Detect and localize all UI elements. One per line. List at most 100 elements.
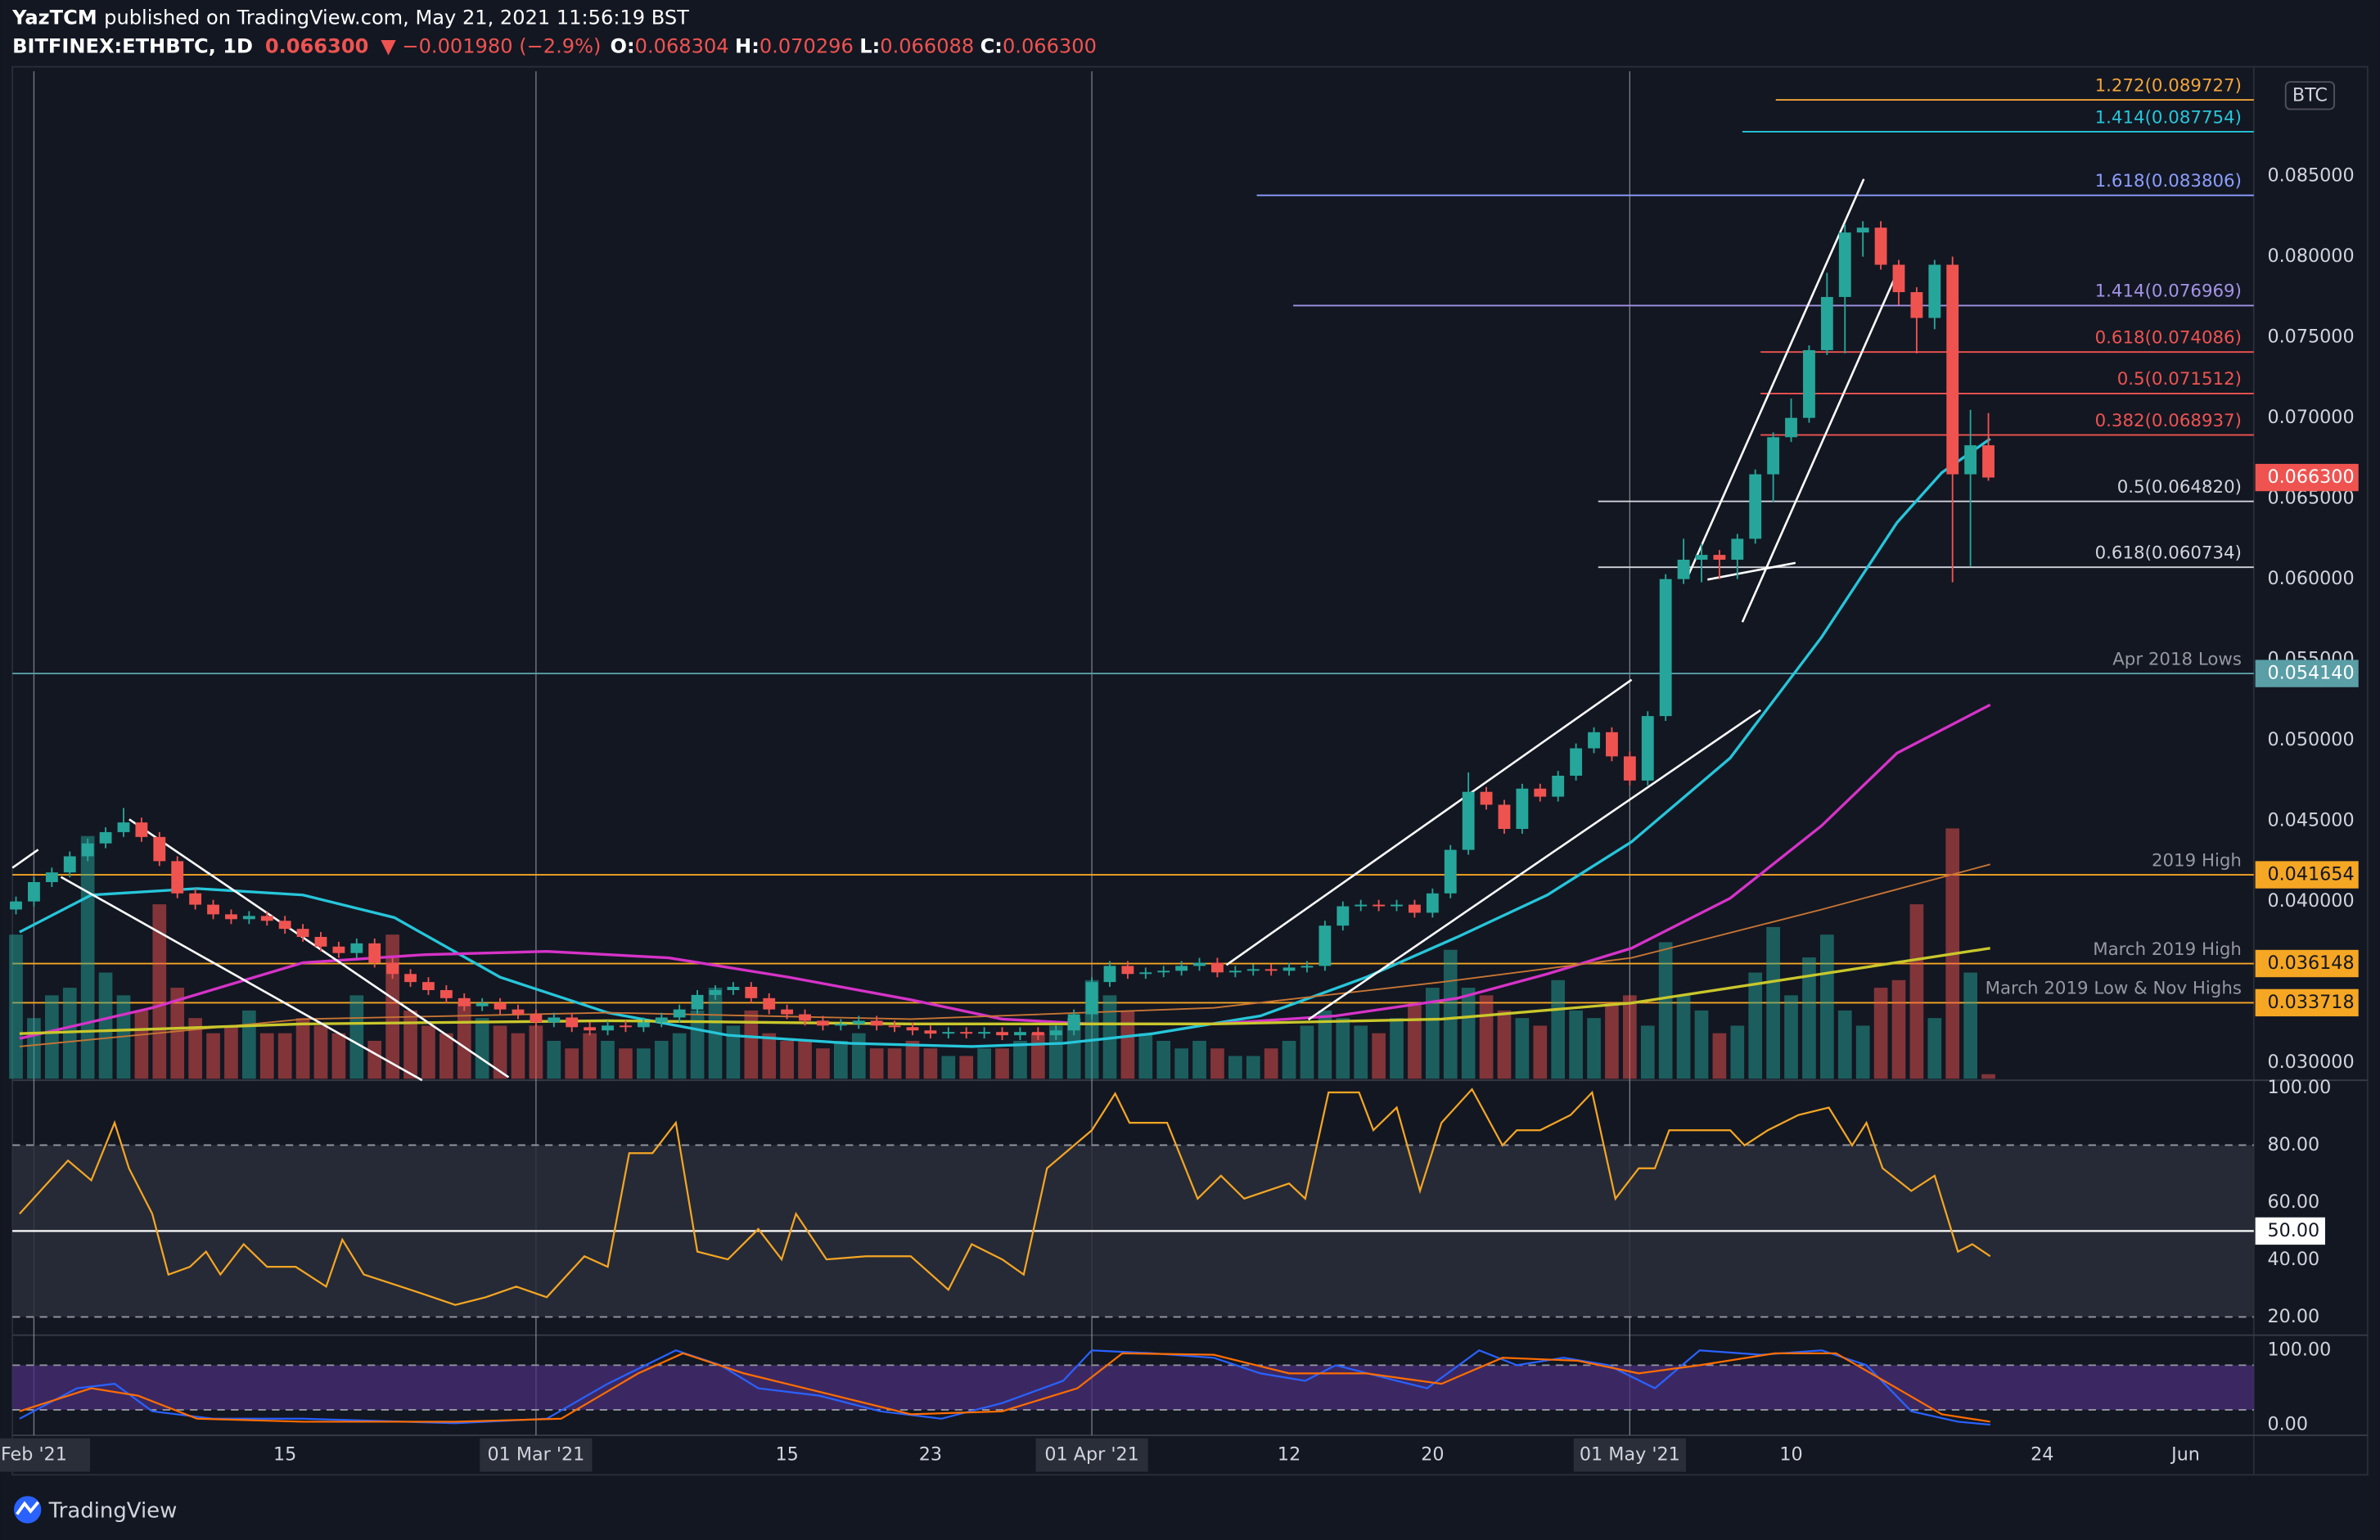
- candle-body: [1731, 538, 1744, 561]
- candle-body: [1121, 966, 1134, 975]
- volume-bar: [475, 1018, 489, 1079]
- volume-bar: [493, 1025, 507, 1079]
- y-tick-label: 80.00: [2267, 1134, 2319, 1155]
- level-axis-box: [2255, 660, 2359, 687]
- volume-bar: [1156, 1040, 1171, 1079]
- candle-body: [81, 843, 94, 857]
- candle-body: [242, 916, 255, 920]
- volume-bar: [1623, 995, 1637, 1079]
- candle-body: [1659, 579, 1672, 717]
- volume-bar: [1515, 1018, 1530, 1079]
- candle-body: [637, 1022, 650, 1028]
- last-price: 0.066300: [265, 34, 369, 57]
- volume-bar: [1551, 979, 1566, 1079]
- volume-bar: [421, 1025, 435, 1079]
- trend-line: [128, 818, 510, 1078]
- ohlc-value: 0.066088: [880, 34, 974, 57]
- volume-bar: [1587, 1018, 1601, 1079]
- candle-body: [225, 914, 237, 920]
- volume-bar: [349, 995, 364, 1079]
- candle-body: [207, 904, 219, 915]
- y-tick-label: 0.080000: [2267, 245, 2354, 267]
- band: [12, 1365, 2254, 1410]
- x-tick-label: 20: [1421, 1444, 1444, 1466]
- y-tick-label: 0.040000: [2267, 890, 2354, 912]
- candle-body: [1067, 1014, 1080, 1031]
- volume-bar: [565, 1048, 579, 1079]
- header-line: YazTCM published on TradingView.com, May…: [11, 6, 689, 29]
- candle-body: [28, 882, 40, 902]
- volume-bar: [1730, 1025, 1745, 1079]
- x-tick-label: 15: [775, 1444, 798, 1466]
- volume-bar: [1855, 1025, 1870, 1079]
- volume-bar: [1891, 979, 1906, 1079]
- volume-bar: [529, 1025, 543, 1079]
- candle-body: [260, 916, 273, 921]
- volume-bar: [816, 1048, 830, 1079]
- candle-body: [1049, 1030, 1062, 1036]
- volume-bar: [1461, 988, 1476, 1079]
- x-tick-label: 24: [2031, 1444, 2053, 1466]
- candle-body: [1785, 417, 1797, 438]
- y-tick-label: 0.050000: [2267, 729, 2354, 750]
- candle-body: [1175, 966, 1188, 971]
- candle-body: [870, 1020, 883, 1026]
- candle-body: [1264, 969, 1278, 971]
- x-tick-box: [480, 1438, 593, 1472]
- level-label: 0.382(0.068937): [2095, 411, 2242, 431]
- volume-bar: [1408, 1002, 1422, 1079]
- ohlc-key: L:: [859, 34, 880, 57]
- candle-body: [1228, 970, 1242, 973]
- candle-body: [439, 989, 453, 998]
- trend-line: [1707, 561, 1796, 581]
- ohlc-value: 0.066300: [1003, 34, 1097, 57]
- y-tick-label: 0.075000: [2267, 326, 2354, 348]
- volume-bar: [45, 995, 59, 1079]
- volume-bar: [242, 1010, 256, 1079]
- candle-body: [602, 1025, 614, 1031]
- volume-bar: [637, 1048, 651, 1079]
- candle-body: [1193, 962, 1206, 966]
- candle-body: [1391, 904, 1403, 907]
- candle-body: [422, 982, 435, 990]
- y-tick-label: 0.030000: [2267, 1051, 2354, 1073]
- candle-body: [1426, 893, 1439, 913]
- trend-line: [11, 849, 39, 869]
- volume-bar: [1390, 1018, 1404, 1079]
- candle-body: [584, 1027, 597, 1031]
- indicator-line: [19, 1087, 1991, 1306]
- x-tick-label: 01 Apr '21: [1044, 1444, 1138, 1466]
- candle-body: [494, 1002, 507, 1010]
- candle-body: [1373, 904, 1386, 907]
- candle-body: [1623, 756, 1636, 781]
- volume-bar: [1909, 904, 1924, 1079]
- indicator-line: [19, 1352, 1990, 1423]
- volume-bar: [798, 1040, 812, 1079]
- volume-bar: [1748, 972, 1763, 1079]
- volume-bar: [1138, 1033, 1153, 1079]
- moving-average: [19, 437, 1991, 1048]
- candle-body: [10, 901, 22, 910]
- volume-bar: [1066, 1018, 1081, 1079]
- level-label: 0.5(0.064820): [2117, 477, 2242, 498]
- level-axis-label: 0.036148: [2267, 952, 2354, 974]
- candle-body: [368, 943, 381, 963]
- candle-body: [1641, 716, 1654, 781]
- y-tick-label: 100.00: [2267, 1077, 2331, 1098]
- candle-body: [1444, 849, 1457, 894]
- volume-bar: [1837, 1010, 1852, 1079]
- volume-bar: [869, 1048, 884, 1079]
- volume-bar: [1802, 957, 1816, 1079]
- candle-body: [1910, 292, 1923, 318]
- volume-bar: [977, 1048, 991, 1079]
- volume-bar: [941, 1056, 956, 1079]
- volume-bar: [1640, 1025, 1655, 1079]
- candle-body: [548, 1017, 561, 1023]
- volume-bar: [1927, 1018, 1942, 1079]
- level-axis-label: 0.054140: [2267, 663, 2354, 684]
- volume-bar: [1192, 1040, 1206, 1079]
- trend-line: [1686, 178, 1865, 578]
- candle-body: [1103, 966, 1116, 983]
- volume-bar: [995, 1048, 1009, 1079]
